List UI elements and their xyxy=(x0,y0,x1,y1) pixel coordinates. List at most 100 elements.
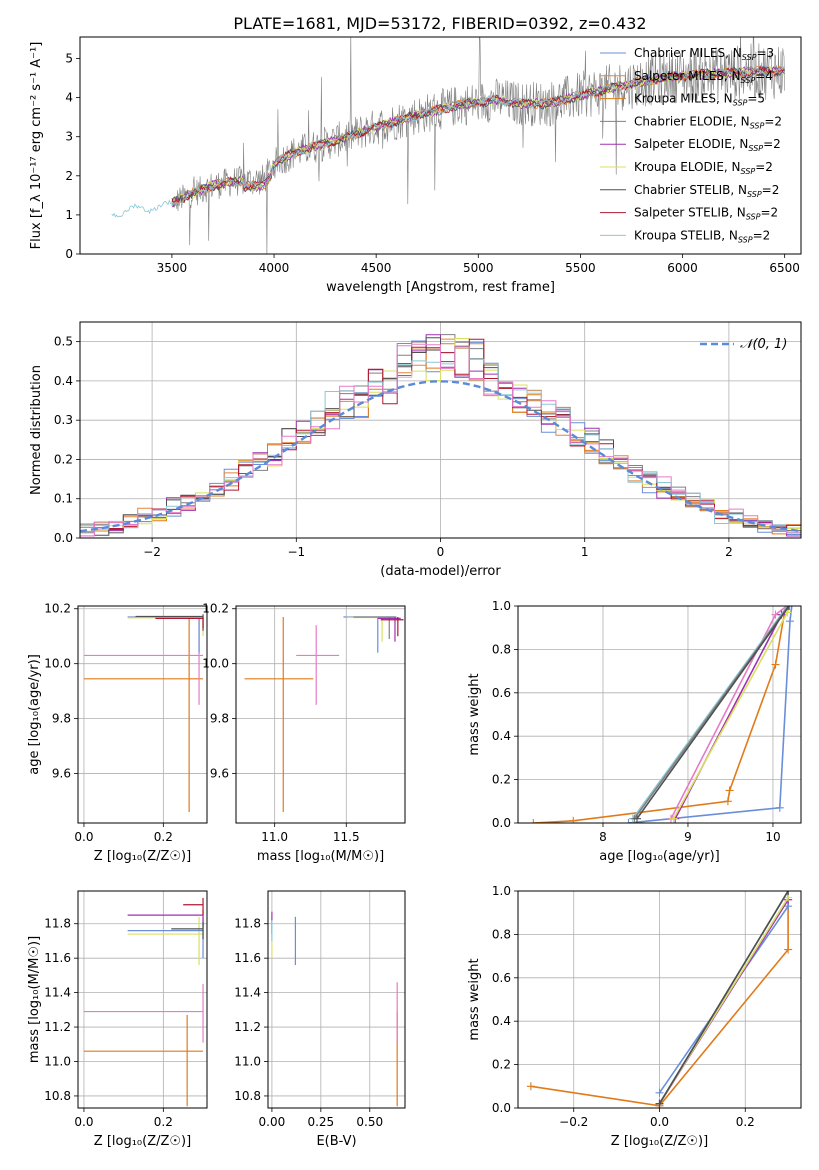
x-axis-label: wavelength [Angstrom, rest frame] xyxy=(326,280,555,295)
weight-marker xyxy=(785,606,794,610)
y-tick-label: 0.4 xyxy=(54,374,73,388)
legend-entry: 𝒩(0, 1) xyxy=(740,337,787,352)
y-tick-label: 0.5 xyxy=(54,335,73,349)
plot-area xyxy=(111,37,786,254)
plot-area xyxy=(80,322,801,538)
weight-marker xyxy=(723,797,732,806)
legend-entry: Kroupa MILES, NSSP=5 xyxy=(634,92,765,108)
axes-frame xyxy=(79,321,802,539)
y-tick-label: 11.4 xyxy=(234,986,261,1000)
residual-histogram xyxy=(80,343,801,537)
residual-histogram xyxy=(80,338,801,534)
errorbar-point xyxy=(135,614,204,631)
y-tick-label: 11.0 xyxy=(44,1055,71,1069)
axes-mass_vs_Z: 0.0 0.2 10.8 11.0 11.2 11.4 11.6 11.8 Z [log₁₀(Z… xyxy=(27,890,208,1149)
weight-marker xyxy=(624,819,633,823)
y-tick-label: 10.8 xyxy=(234,1089,261,1103)
y-tick-label: 4 xyxy=(65,91,73,105)
cumulative-weight-line xyxy=(530,891,789,1107)
x-tick-label: 4500 xyxy=(361,261,392,275)
x-tick-label: 0.2 xyxy=(154,1115,173,1129)
weight-marker xyxy=(529,819,538,823)
x-tick-label: −0.2 xyxy=(559,1115,588,1129)
axes-frame xyxy=(77,890,208,1109)
legend-entry: Kroupa STELIB, NSSP=2 xyxy=(634,228,770,244)
weight-marker xyxy=(784,945,793,954)
y-tick-label: 1.0 xyxy=(492,599,511,613)
y-tick-label: 2 xyxy=(65,169,73,183)
weight-marker xyxy=(669,814,678,823)
errorbar-point xyxy=(155,616,204,628)
weight-marker xyxy=(787,606,796,610)
y-axis-label: Flux [f_λ 10⁻¹⁷ erg cm⁻² s⁻¹ A⁻¹] xyxy=(29,42,44,250)
y-tick-label: 0.2 xyxy=(492,773,511,787)
residual-histogram xyxy=(80,337,801,537)
x-axis-label: Z [log₁₀(Z/Z☉)] xyxy=(94,1134,191,1149)
errorbar-point xyxy=(127,616,204,653)
y-tick-label: 0.6 xyxy=(492,971,511,985)
y-tick-label: 10.2 xyxy=(202,602,229,616)
legend-entry: Salpeter MILES, NSSP=4 xyxy=(634,69,773,85)
plot-area xyxy=(78,891,207,1108)
x-axis-label: (data-model)/error xyxy=(380,564,501,579)
errorbar-point xyxy=(343,616,395,653)
weight-marker xyxy=(775,803,784,812)
x-tick-label: 0.50 xyxy=(356,1115,383,1129)
x-tick-label: 0.00 xyxy=(259,1115,286,1129)
y-tick-label: 0.0 xyxy=(492,1101,511,1115)
y-tick-label: 0.0 xyxy=(54,531,73,545)
y-axis-label: mass [log₁₀(M/M☉)] xyxy=(27,936,42,1063)
axes-frame xyxy=(517,890,802,1109)
axes-weight_vs_Z: −0.2 0.0 0.2 0.0 0.2 0.4 0.6 0.8 1.0 Z [log₁₀(Z/Z… xyxy=(467,884,802,1149)
cumulative-weight-line xyxy=(628,606,793,823)
y-tick-label: 11.2 xyxy=(234,1020,261,1034)
errorbar-point xyxy=(127,616,204,637)
errorbar-point xyxy=(183,897,204,916)
legend-entry: Chabrier STELIB, NSSP=2 xyxy=(634,183,779,199)
y-tick-label: 0.2 xyxy=(54,452,73,466)
x-tick-label: 6000 xyxy=(667,261,698,275)
axes-residuals: −2 −1 0 1 2 0.0 0.1 0.2 0.3 0.4 0.5 (data-model)/er… xyxy=(29,321,802,579)
x-tick-label: 0.25 xyxy=(307,1115,334,1129)
spectrum-legend: Chabrier MILES, NSSP=3 Salpeter MILES, NS… xyxy=(600,46,782,244)
y-tick-label: 3 xyxy=(65,130,73,144)
axes-spectrum: 3500 4000 4500 5000 5500 6000 6500 0 1 2 3 4 5 wavele… xyxy=(29,36,802,295)
residual-histogram xyxy=(80,341,801,537)
legend-entry: Salpeter ELODIE, NSSP=2 xyxy=(634,137,781,153)
y-tick-label: 10.0 xyxy=(44,657,71,671)
x-tick-label: 0.2 xyxy=(154,830,173,844)
y-tick-label: 9.6 xyxy=(210,767,229,781)
y-tick-label: 1 xyxy=(65,208,73,222)
x-tick-label: 0.2 xyxy=(736,1115,755,1129)
x-tick-label: 11.5 xyxy=(333,830,360,844)
weight-marker xyxy=(632,814,641,823)
cumulative-weight-line xyxy=(632,606,789,820)
x-tick-label: −1 xyxy=(287,545,305,559)
residual-histogram xyxy=(80,338,801,537)
cumulative-weight-line xyxy=(636,606,790,820)
y-axis-label: Normed distribution xyxy=(29,365,44,495)
errorbar-point xyxy=(296,625,340,705)
model-spectrum-line xyxy=(171,65,785,203)
errorbar-point xyxy=(83,984,204,1043)
cumulative-weight-line xyxy=(533,606,787,823)
weight-marker xyxy=(784,606,793,610)
axes-frame xyxy=(267,890,406,1109)
y-tick-label: 0.8 xyxy=(492,927,511,941)
x-axis-label: E(B-V) xyxy=(316,1134,356,1149)
axes-frame xyxy=(77,605,208,824)
weight-marker xyxy=(655,1099,664,1108)
errorbar-point xyxy=(127,909,204,928)
y-tick-label: 9.6 xyxy=(52,767,71,781)
cumulative-weight-line xyxy=(658,891,789,1094)
axes-mass_vs_ebv: 0.00 0.25 0.50 10.8 11.0 11.2 11.4 11.6 11.8 E(B-… xyxy=(234,890,406,1149)
y-tick-label: 0.3 xyxy=(54,413,73,427)
y-tick-label: 11.8 xyxy=(44,917,71,931)
y-tick-label: 0.4 xyxy=(492,729,511,743)
y-tick-label: 5 xyxy=(65,52,73,66)
y-axis-label: mass weight xyxy=(467,673,482,755)
y-tick-label: 0.2 xyxy=(492,1058,511,1072)
cumulative-weight-line xyxy=(658,891,789,1105)
errorbar-point xyxy=(353,616,397,639)
